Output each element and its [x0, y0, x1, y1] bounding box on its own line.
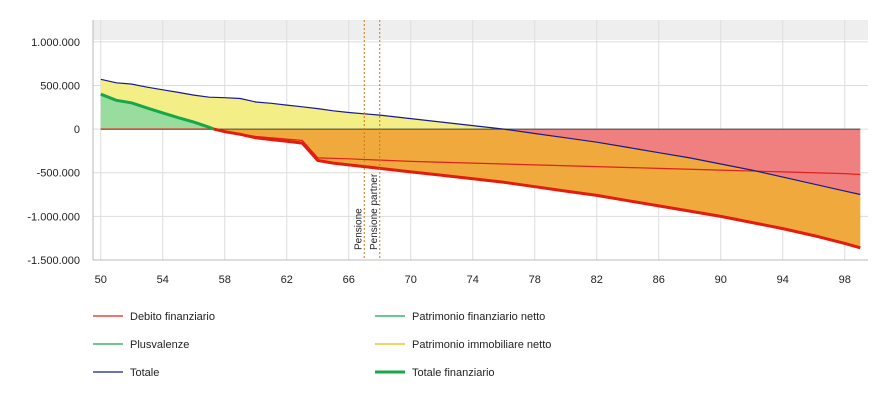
x-tick-label: 78 [529, 274, 541, 286]
x-tick-label: 74 [467, 274, 479, 286]
vertical-markers: Pensione Pensione partner [353, 20, 381, 260]
x-tick-label: 90 [715, 274, 727, 286]
x-tick-label: 82 [591, 274, 603, 286]
legend-label: Patrimonio immobiliare netto [412, 339, 551, 351]
y-tick-label: 0 [74, 124, 80, 136]
patrimonio-immobiliare-area [100, 79, 504, 130]
x-tick-label: 70 [405, 274, 417, 286]
legend-label: Patrimonio finanziario netto [412, 311, 545, 323]
x-tick-label: 66 [343, 274, 355, 286]
axes: 1.000.000 500.000 0 -500.000 -1.000.000 -1.50… [27, 20, 868, 286]
y-tick-label: -500.000 [37, 168, 80, 180]
legend-label: Plusvalenze [130, 339, 189, 351]
legend-label: Debito finanziario [130, 311, 215, 323]
chart-top-band [93, 20, 868, 40]
x-tick-label: 54 [157, 274, 169, 286]
y-tick-label: 500.000 [40, 80, 80, 92]
plusvalenze-line [100, 92, 215, 131]
x-tick-label: 86 [653, 274, 665, 286]
legend-label: Totale [130, 367, 159, 379]
debito-area [503, 129, 861, 195]
marker-label-0: Pensione [353, 208, 364, 250]
x-tick-label: 62 [281, 274, 293, 286]
y-tick-label: 1.000.000 [31, 37, 80, 49]
patrimonio-finanziario-area [213, 129, 861, 248]
y-tick-label: -1.000.000 [27, 211, 80, 223]
y-tick-label: -1.500.000 [27, 255, 80, 267]
x-tick-label: 50 [95, 274, 107, 286]
legend-label: Totale finanziario [412, 367, 495, 379]
x-tick-label: 98 [839, 274, 851, 286]
marker-label-1: Pensione partner [369, 173, 380, 250]
totale-finanziario-line [213, 127, 861, 250]
x-tick-label: 94 [777, 274, 789, 286]
x-tick-label: 58 [219, 274, 231, 286]
legend: Debito finanziario Patrimonio finanziario… [93, 311, 551, 379]
